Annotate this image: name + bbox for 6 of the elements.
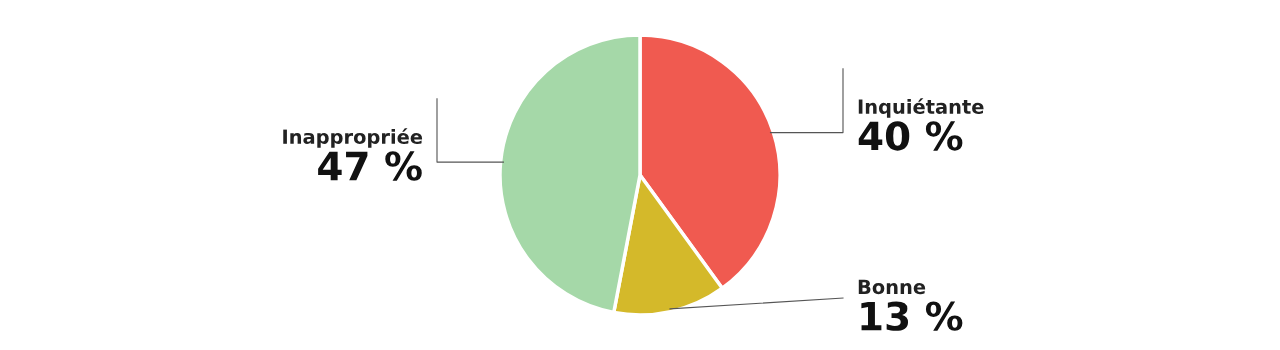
data-label: 47 % bbox=[318, 151, 422, 181]
slice-label: Bonne bbox=[858, 279, 926, 295]
data-label: 13 % bbox=[861, 301, 963, 331]
slice-label: Inappropriée bbox=[283, 128, 423, 148]
slice-label: Inquiétante bbox=[858, 98, 984, 118]
data-label: 40 % bbox=[858, 121, 963, 151]
